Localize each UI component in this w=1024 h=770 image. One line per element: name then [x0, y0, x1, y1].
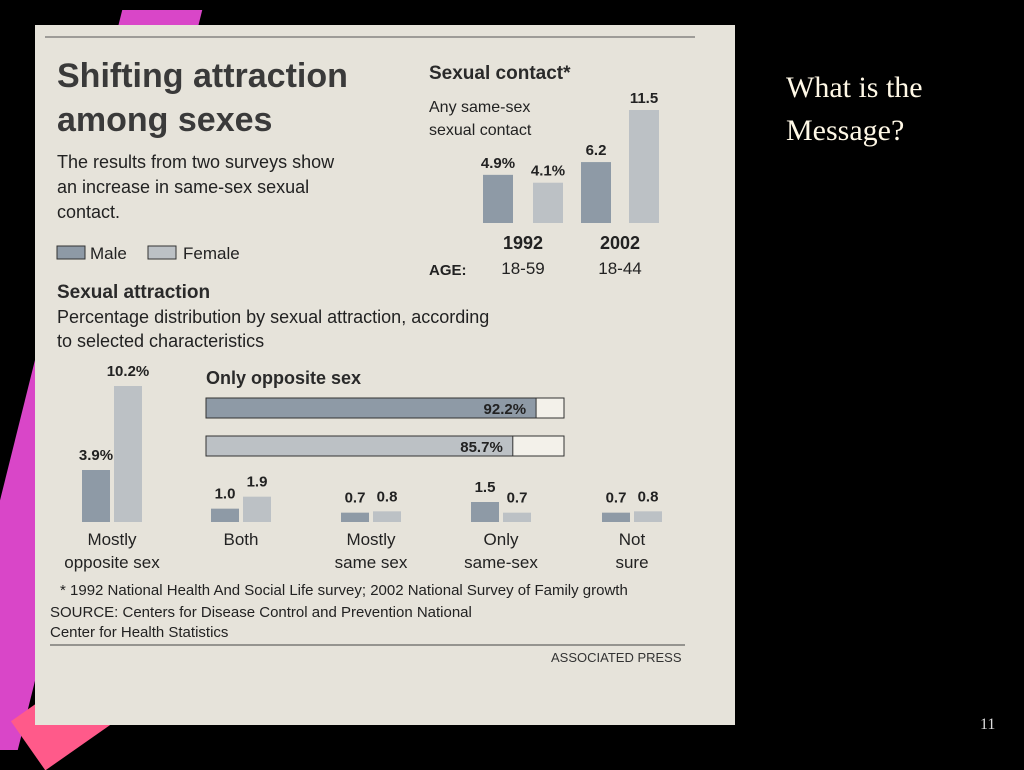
inset-bar-female — [205, 435, 514, 457]
attraction-category-label: opposite sex — [64, 553, 160, 572]
attraction-bar-female — [243, 496, 271, 522]
contact-chart-subtitle-2: sexual contact — [429, 122, 532, 139]
legend-female-label: Female — [183, 244, 240, 263]
contact-bar-label: 11.5 — [630, 90, 658, 107]
attraction-chart-title: Sexual attraction — [57, 282, 210, 303]
contact-bar-label: 4.9% — [481, 155, 515, 172]
contact-age-range: 18-44 — [598, 259, 641, 278]
attraction-bar-label: 0.7 — [507, 490, 528, 507]
source-line-1: SOURCE: Centers for Disease Control and … — [50, 604, 472, 621]
attraction-category-label: Mostly — [87, 530, 137, 549]
contact-bar-female-1992 — [533, 182, 563, 223]
page-number: 11 — [980, 716, 996, 733]
contact-bar-label: 6.2 — [586, 142, 607, 159]
attraction-bar-label: 1.5 — [475, 479, 496, 496]
attraction-bar-female — [634, 511, 662, 522]
slide-title-line-2: Message? — [786, 114, 905, 147]
attraction-bar-label: 0.8 — [638, 488, 659, 505]
contact-chart-subtitle-1: Any same-sex — [429, 99, 530, 116]
attraction-chart-subtitle-1: Percentage distribution by sexual attrac… — [57, 307, 489, 327]
contact-category-label: 2002 — [600, 233, 640, 253]
attraction-category-label: same sex — [335, 553, 408, 572]
contact-chart: 4.9% 4.1% 1992 18-59 6.2 11.5 2002 18-44 — [481, 90, 659, 278]
contact-age-label: AGE: — [429, 262, 467, 279]
inset-bar-label: 92.2% — [484, 401, 527, 418]
attraction-bar-label: 0.7 — [345, 490, 366, 507]
contact-chart-title: Sexual contact* — [429, 63, 571, 84]
newspaper-clipping: Shifting attraction among sexes The resu… — [35, 25, 735, 725]
footnote: * 1992 National Health And Social Life s… — [60, 582, 628, 599]
legend-female-swatch — [147, 245, 177, 260]
headline-line-1: Shifting attraction — [57, 57, 348, 95]
attraction-chart: 3.9% 10.2% Mostly opposite sex 1.0 1.9 Both 0.7… — [64, 363, 662, 572]
inset-bar-male — [205, 397, 537, 419]
attraction-bar-female — [373, 511, 401, 522]
attraction-bar-male — [602, 512, 630, 522]
attraction-bar-label: 0.8 — [377, 488, 398, 505]
attraction-bar-label: 3.9% — [79, 447, 113, 464]
attraction-bar-male — [341, 512, 369, 522]
intro-line-2: an increase in same-sex sexual — [57, 177, 309, 197]
inset-bar-label: 85.7% — [460, 439, 503, 456]
source-line-2: Center for Health Statistics — [50, 624, 228, 641]
attraction-category-label: Both — [224, 530, 259, 549]
attraction-bar-label: 1.9 — [247, 474, 268, 491]
slide-title-line-1: What is the — [786, 71, 923, 104]
attraction-bar-female — [503, 512, 531, 522]
intro-line-3: contact. — [57, 202, 120, 222]
slide-title: What is the Message? — [786, 66, 1006, 152]
credit: ASSOCIATED PRESS — [551, 650, 682, 665]
attraction-category-label: sure — [615, 553, 648, 572]
attraction-category-label: Only — [484, 530, 519, 549]
contact-bar-female-2002 — [629, 110, 659, 223]
attraction-bar-label: 10.2% — [107, 363, 150, 380]
intro-line-1: The results from two surveys show — [57, 152, 335, 172]
attraction-category-label: Mostly — [346, 530, 396, 549]
contact-bar-male-2002 — [581, 162, 611, 223]
attraction-bar-male — [471, 502, 499, 522]
attraction-category-label: same-sex — [464, 553, 538, 572]
attraction-chart-subtitle-2: to selected characteristics — [57, 331, 264, 351]
attraction-bar-female — [114, 386, 142, 522]
attraction-bar-male — [211, 508, 239, 522]
clipping-graphic: Shifting attraction among sexes The resu… — [45, 36, 695, 665]
legend-male-swatch — [56, 245, 86, 260]
legend-male-label: Male — [90, 244, 127, 263]
attraction-bar-label: 1.0 — [215, 486, 236, 503]
inset-title: Only opposite sex — [206, 368, 361, 388]
contact-age-range: 18-59 — [501, 259, 544, 278]
attraction-category-label: Not — [619, 530, 646, 549]
contact-category-label: 1992 — [503, 233, 543, 253]
attraction-bar-male — [82, 470, 110, 522]
inset-chart: 92.2% 85.7% — [205, 397, 565, 457]
contact-bar-label: 4.1% — [531, 163, 565, 180]
attraction-bar-label: 0.7 — [606, 490, 627, 507]
contact-bar-male-1992 — [483, 174, 513, 223]
headline-line-2: among sexes — [57, 101, 272, 139]
